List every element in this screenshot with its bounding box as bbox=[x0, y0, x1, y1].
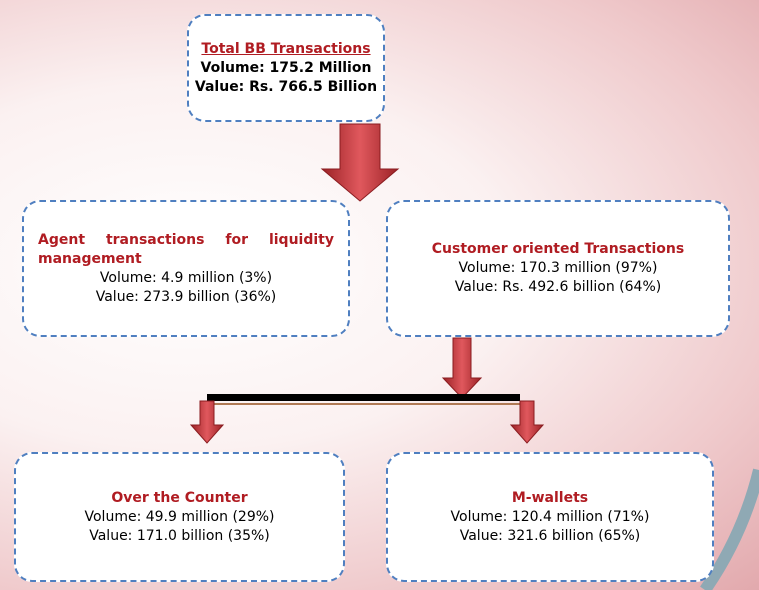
node: Customer oriented Transactions Volume: 17… bbox=[386, 200, 730, 337]
node-line: Volume: 120.4 million (71%) bbox=[450, 508, 650, 525]
node-line: Value: 273.9 billion (36%) bbox=[95, 288, 277, 305]
connector bbox=[207, 394, 520, 401]
arrow bbox=[320, 123, 400, 202]
node-line: Volume: 170.3 million (97%) bbox=[458, 260, 658, 276]
arrow bbox=[509, 400, 545, 444]
arrow bbox=[441, 337, 483, 399]
node-line: Volume: 175.2 Million bbox=[200, 59, 372, 76]
node-title: Total BB Transactions bbox=[201, 40, 371, 57]
node: Agent transactions for liquidity managem… bbox=[22, 200, 350, 337]
node-title: Customer oriented Transactions bbox=[431, 241, 685, 257]
arrow bbox=[189, 400, 225, 444]
node-title: Agent transactions for liquidity managem… bbox=[38, 231, 334, 267]
node: Total BB Transactions Volume: 175.2 Milli… bbox=[187, 14, 385, 122]
node-line: Value: Rs. 766.5 Billion bbox=[194, 78, 378, 95]
node-line: Value: Rs. 492.6 billion (64%) bbox=[454, 279, 662, 295]
arc bbox=[700, 468, 759, 590]
node-line: Volume: 4.9 million (3%) bbox=[99, 269, 273, 286]
node-title: Over the Counter bbox=[111, 489, 248, 506]
node-line: Volume: 49.9 million (29%) bbox=[84, 508, 275, 525]
node-title: M-wallets bbox=[511, 489, 589, 506]
node: M-wallets Volume: 120.4 million (71%) Valu… bbox=[386, 452, 714, 582]
node-line: Value: 171.0 billion (35%) bbox=[89, 527, 270, 544]
node-line: Value: 321.6 billion (65%) bbox=[459, 527, 641, 544]
node: Over the Counter Volume: 49.9 million (29… bbox=[14, 452, 345, 582]
